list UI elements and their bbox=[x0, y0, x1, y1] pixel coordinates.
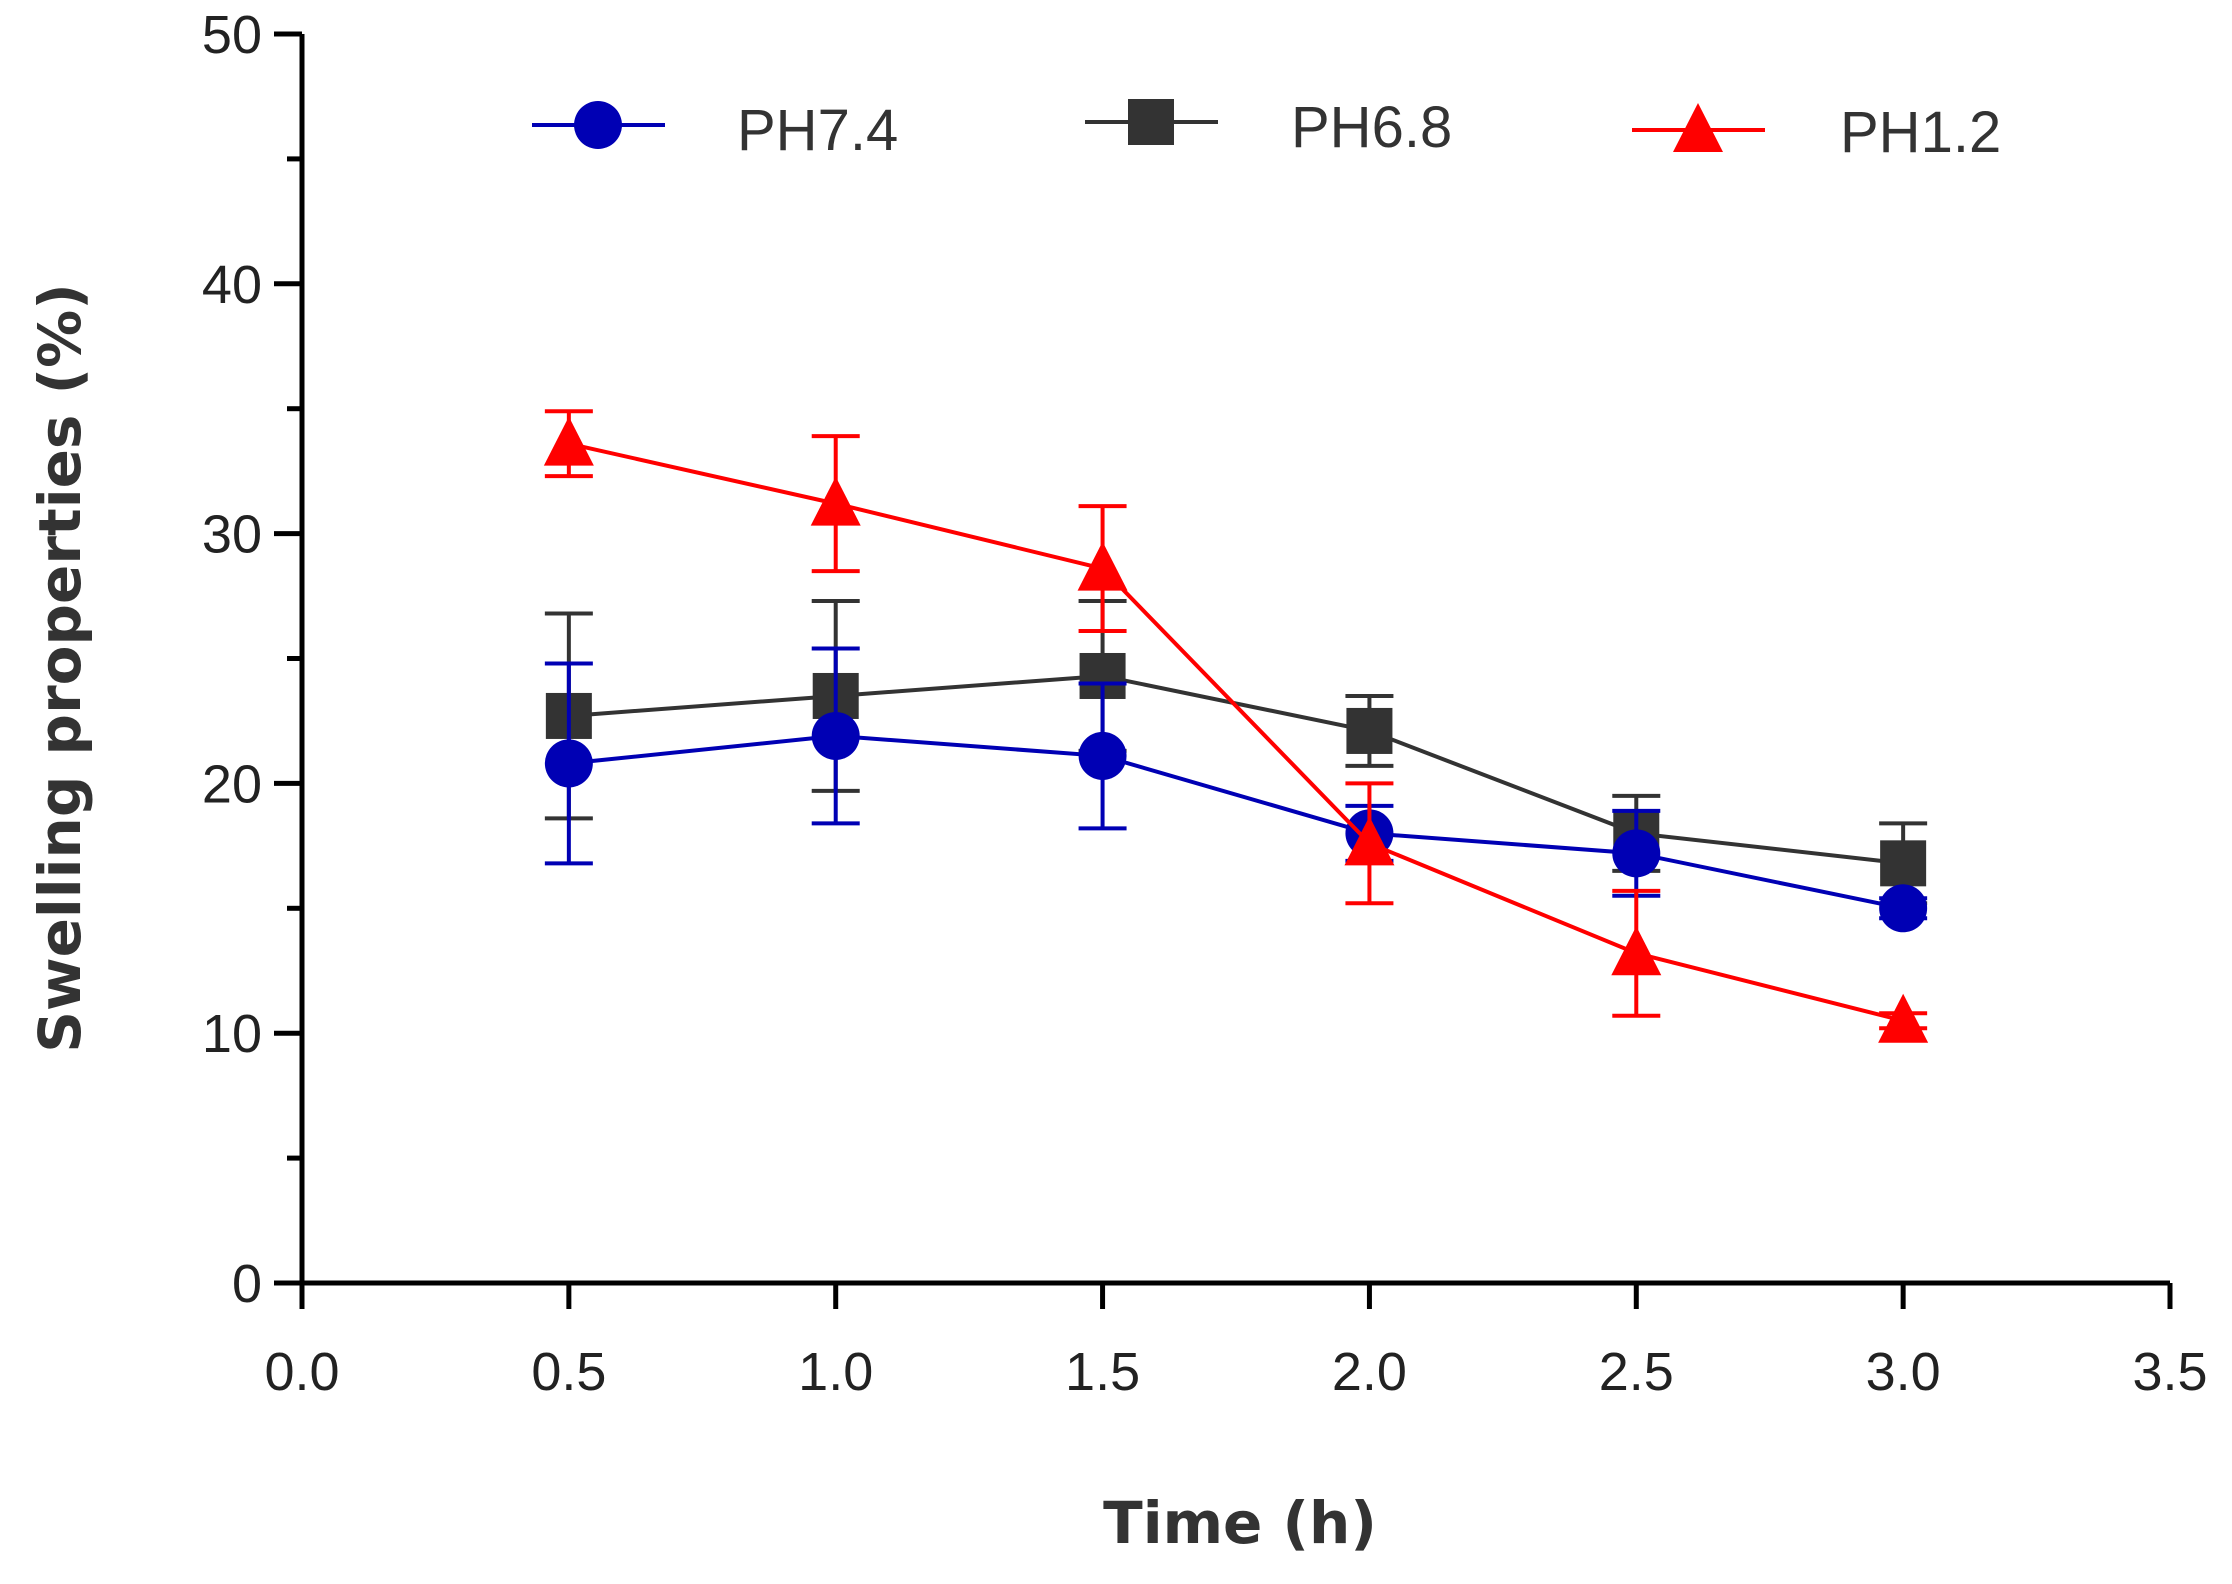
legend-label: PH6.8 bbox=[1291, 95, 1452, 160]
data-point bbox=[1612, 829, 1661, 878]
legend-item: PH1.2 bbox=[1632, 100, 2001, 165]
series-ph6-8 bbox=[544, 599, 1928, 906]
y-tick-label: 0 bbox=[232, 1254, 262, 1314]
series-line bbox=[568, 733, 1904, 911]
legend: PH7.4 PH6.8 PH1.2 bbox=[532, 95, 2001, 165]
x-tick-label: 2.5 bbox=[1599, 1342, 1674, 1402]
data-point bbox=[1878, 993, 1929, 1043]
data-point bbox=[810, 476, 861, 526]
legend-item: PH6.8 bbox=[1085, 95, 1452, 160]
x-tick-label: 1.0 bbox=[798, 1342, 873, 1402]
data-point bbox=[1077, 541, 1128, 591]
legend-marker bbox=[1128, 99, 1174, 145]
data-point bbox=[1344, 816, 1395, 866]
x-tick-label: 3.5 bbox=[2132, 1342, 2207, 1402]
series-ph1-2 bbox=[543, 409, 1929, 1043]
data-point bbox=[1879, 884, 1928, 933]
legend-item: PH7.4 bbox=[532, 98, 898, 163]
y-tick-label: 50 bbox=[202, 5, 262, 65]
axes: 0.0 0.5 1.0 1.5 2.0 2.5 3.0 3.5 0 10 20 30 40 50 bbox=[202, 5, 2208, 1402]
legend-label: PH7.4 bbox=[737, 98, 898, 163]
x-tick-label: 0.0 bbox=[264, 1342, 339, 1402]
y-axis-title: Swelling properties (%) bbox=[26, 283, 94, 1053]
series-line bbox=[568, 441, 1904, 1023]
data-point bbox=[1078, 731, 1127, 780]
legend-marker bbox=[1673, 103, 1723, 152]
data-point bbox=[1346, 707, 1393, 754]
x-tick-label: 3.0 bbox=[1866, 1342, 1941, 1402]
data-point bbox=[1611, 926, 1662, 976]
data-point bbox=[544, 739, 593, 788]
y-tick-label: 10 bbox=[202, 1004, 262, 1064]
data-point bbox=[811, 711, 860, 760]
series-ph7-4 bbox=[544, 646, 1928, 933]
data-point bbox=[543, 416, 594, 466]
x-tick-label: 1.5 bbox=[1065, 1342, 1140, 1402]
plot-area bbox=[543, 409, 1929, 1043]
x-tick-label: 2.0 bbox=[1332, 1342, 1407, 1402]
y-tick-label: 30 bbox=[202, 505, 262, 565]
legend-label: PH1.2 bbox=[1840, 100, 2001, 165]
x-tick-label: 0.5 bbox=[531, 1342, 606, 1402]
y-tick-label: 40 bbox=[202, 255, 262, 315]
data-point bbox=[1880, 840, 1927, 887]
y-tick-label: 20 bbox=[202, 754, 262, 814]
x-axis-title: Time (h) bbox=[1103, 1489, 1377, 1557]
legend-marker bbox=[574, 101, 622, 149]
